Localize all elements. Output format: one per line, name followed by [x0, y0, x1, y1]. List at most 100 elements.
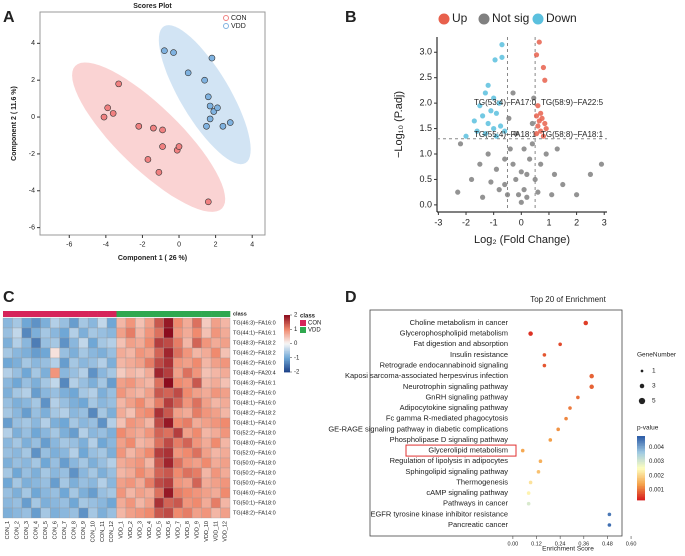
class-annotation: class [233, 311, 247, 317]
heatmap-cell [201, 357, 212, 369]
heatmap-cell [50, 447, 60, 459]
column-label: VDD_3 [138, 521, 144, 539]
heatmap-cell [40, 457, 51, 469]
heatmap-cell [135, 337, 146, 349]
data-point [482, 90, 488, 96]
heatmap-cell [97, 417, 108, 429]
heatmap-cell [154, 367, 164, 379]
heatmap-cell [201, 347, 212, 359]
y-tick-label: -4 [29, 188, 35, 195]
heatmap-cell [69, 387, 79, 399]
heatmap-cell [163, 317, 174, 329]
heatmap-cell [192, 477, 202, 489]
colorbar-slice [637, 474, 645, 477]
data-point [560, 181, 566, 188]
heatmap-cell [201, 407, 212, 419]
heatmap-cell [173, 477, 183, 489]
row-label: GnRH signaling pathway [425, 392, 508, 401]
heatmap-cell [40, 427, 51, 439]
confidence-ellipse [158, 25, 251, 165]
heatmap-cell [182, 467, 193, 479]
enrichment-dot [556, 427, 560, 432]
heatmap-cell [21, 467, 32, 479]
colorbar-slice [637, 450, 645, 453]
x-axis-label: Log₂ (Fold Change) [474, 234, 570, 246]
heatmap-cell [210, 357, 221, 369]
heatmap-cell [201, 447, 212, 459]
enrichment-dot [568, 406, 572, 410]
heatmap-cell [106, 317, 117, 329]
data-point [184, 69, 192, 77]
colorbar-slice [284, 343, 290, 346]
heatmap-cell [97, 437, 108, 449]
enrichment-dot [589, 384, 594, 390]
legend-marker [532, 13, 544, 25]
heatmap-cell [87, 417, 98, 429]
annotation: TG(58:9)−FA22:5 [541, 98, 604, 107]
x-tick-label: 4 [250, 242, 254, 249]
heatmap-cell [87, 487, 98, 499]
heatmap-cell [12, 407, 23, 419]
heatmap-cell [31, 317, 41, 329]
data-point [540, 133, 547, 139]
row-label: TG(46:0)−FA16:0 [233, 490, 276, 496]
x-axis-label: Component 1 ( 26 %) [118, 255, 187, 262]
heatmap-cell [31, 487, 41, 499]
legend-marker [438, 13, 450, 25]
heatmap-cell [154, 377, 164, 389]
heatmap-cell [163, 347, 174, 359]
heatmap-cell [144, 427, 155, 439]
heatmap-cell [78, 407, 89, 419]
colorbar-slice [284, 349, 290, 352]
column-label: CON_12 [109, 521, 115, 542]
colorbar-slice [284, 329, 290, 332]
heatmap-cell [69, 317, 79, 329]
row-label: Thermogenesis [456, 477, 508, 486]
data-point [531, 95, 537, 101]
enrichment-dot [542, 363, 547, 368]
data-point [144, 156, 152, 163]
column-label: VDD_2 [128, 521, 134, 539]
heatmap-cell [40, 327, 51, 339]
heatmap-cell [116, 467, 127, 479]
data-point [208, 54, 216, 62]
heatmap-cell [220, 487, 231, 499]
colorbar-slice [284, 327, 290, 330]
heatmap-cell [106, 397, 117, 409]
y-tick-label: 1.5 [419, 123, 432, 133]
column-label: CON_5 [43, 521, 49, 539]
heatmap-cell [40, 397, 51, 409]
enrichment-dot [589, 373, 594, 379]
heatmap-cell [144, 457, 155, 469]
heatmap-cell [116, 457, 127, 469]
class-bar-cell [135, 311, 146, 317]
heatmap-cell [78, 337, 89, 349]
heatmap-cell [69, 467, 79, 479]
colorbar-slice [637, 444, 645, 446]
colorbar-slice [637, 485, 645, 488]
colorbar-tick-label: 2 [294, 313, 298, 319]
heatmap-cell [69, 417, 79, 429]
heatmap-cell [69, 487, 79, 499]
heatmap-cell [40, 417, 51, 429]
heatmap-cell [31, 407, 41, 419]
x-tick-label: -2 [462, 218, 470, 228]
heatmap-cell [210, 317, 221, 329]
heatmap-cell [144, 417, 155, 429]
heatmap-cell [144, 347, 155, 359]
heatmap-cell [50, 427, 60, 439]
class-bar-cell [220, 311, 231, 317]
data-point [204, 93, 212, 101]
legend-marker [478, 13, 490, 25]
data-point [510, 161, 516, 167]
data-point [497, 123, 504, 129]
heatmap-cell [173, 417, 183, 429]
heatmap-cell [87, 477, 98, 489]
heatmap-cell [163, 487, 174, 499]
heatmap-cell [220, 397, 231, 409]
heatmap-cell [31, 457, 41, 469]
heatmap-cell [40, 467, 51, 479]
heatmap-cell [97, 407, 108, 419]
heatmap-cell [50, 497, 60, 509]
heatmap-cell [2, 357, 13, 369]
